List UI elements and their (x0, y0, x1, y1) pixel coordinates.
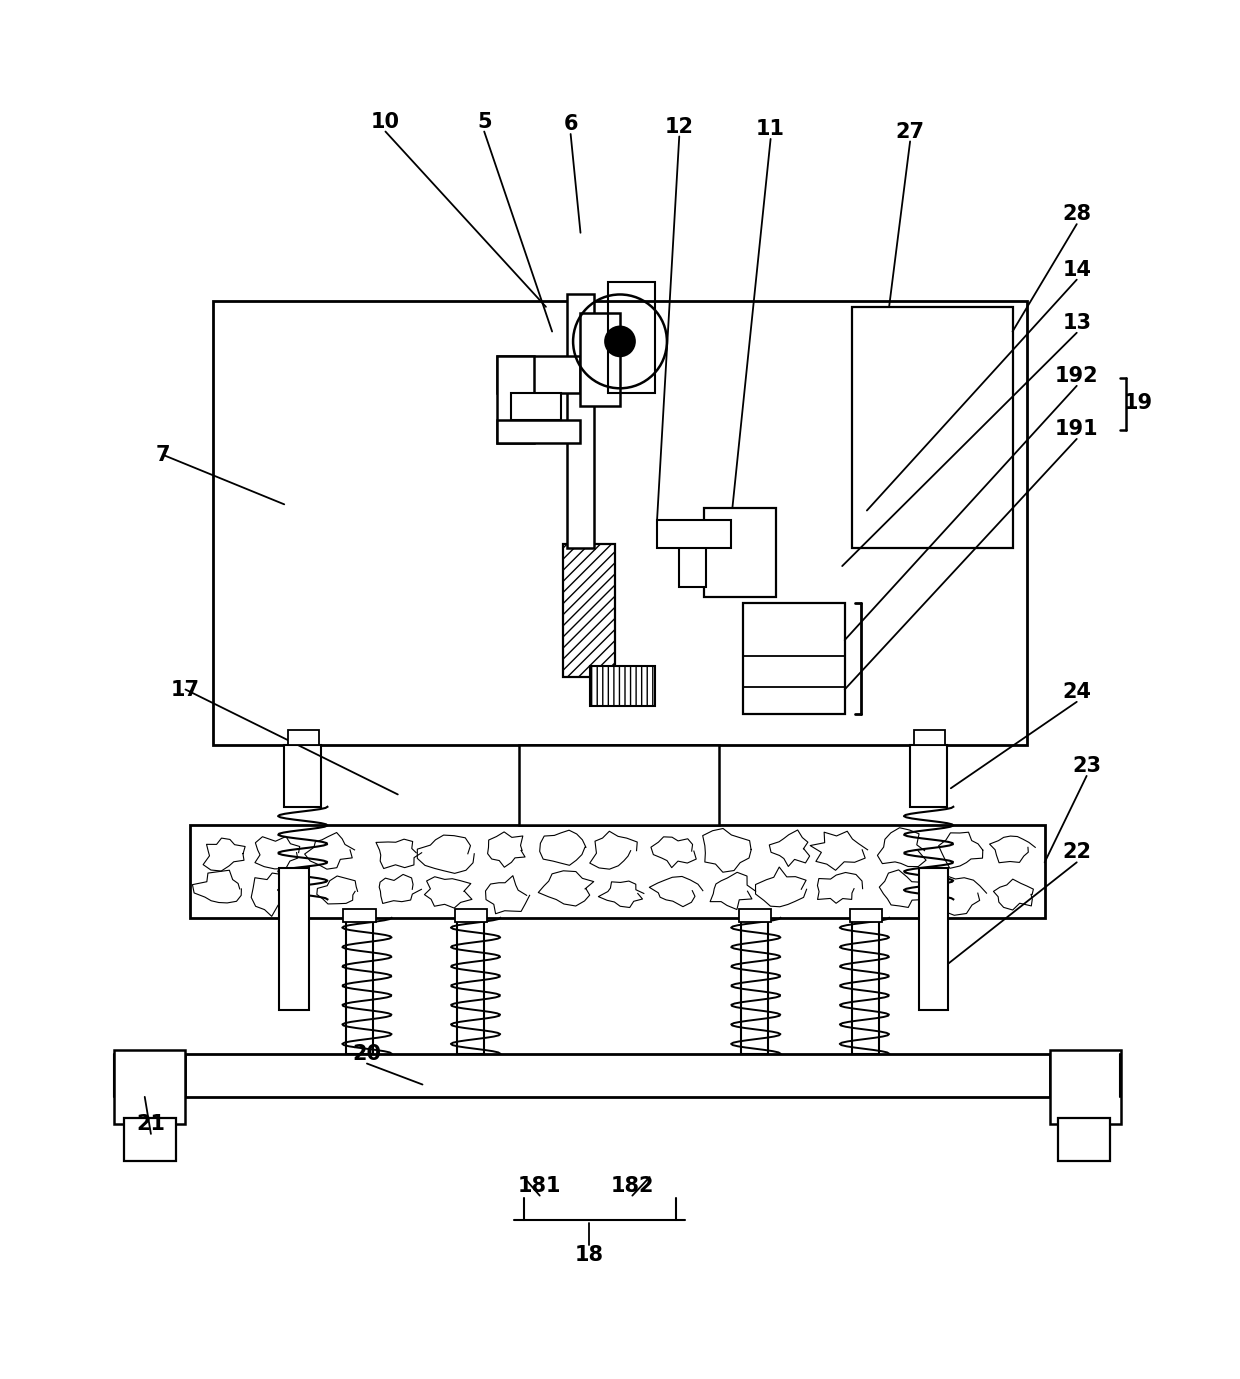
Text: 182: 182 (610, 1176, 653, 1196)
Text: 17: 17 (171, 680, 200, 699)
Bar (124, 1118, 176, 1161)
Text: 28: 28 (1063, 204, 1091, 225)
Text: 7: 7 (156, 445, 171, 465)
Bar (852, 306, 1013, 547)
Bar (849, 909, 882, 921)
Bar (1049, 1049, 1121, 1124)
Text: 22: 22 (1063, 843, 1091, 862)
Text: 6: 6 (563, 114, 578, 134)
Text: 27: 27 (895, 121, 925, 142)
Text: 5: 5 (477, 112, 491, 131)
Bar (744, 603, 844, 714)
Bar (742, 918, 768, 1054)
Bar (343, 909, 376, 921)
Bar (563, 543, 615, 677)
Text: 20: 20 (352, 1044, 382, 1063)
Bar (704, 507, 775, 597)
Bar (458, 918, 484, 1054)
Bar (279, 869, 309, 1011)
Text: 18: 18 (574, 1245, 604, 1265)
Bar (1058, 1118, 1110, 1161)
Bar (852, 918, 879, 1054)
Text: 11: 11 (756, 119, 785, 139)
Text: 21: 21 (136, 1114, 165, 1134)
Bar (910, 745, 947, 807)
Text: 23: 23 (1073, 756, 1101, 776)
Bar (739, 909, 770, 921)
Text: 19: 19 (1123, 393, 1153, 414)
Text: 24: 24 (1063, 683, 1091, 702)
Bar (191, 825, 1044, 918)
Text: 181: 181 (518, 1176, 562, 1196)
Bar (567, 295, 594, 547)
Bar (914, 731, 945, 745)
Bar (114, 1049, 186, 1124)
Text: 191: 191 (1055, 419, 1099, 439)
Bar (511, 393, 560, 421)
Text: 12: 12 (665, 117, 693, 137)
Bar (288, 731, 319, 745)
Text: 192: 192 (1055, 365, 1099, 386)
Text: 10: 10 (371, 112, 401, 131)
Bar (455, 909, 486, 921)
Bar (680, 523, 707, 587)
Circle shape (605, 327, 635, 356)
Bar (518, 745, 719, 825)
Bar (346, 918, 373, 1054)
Bar (212, 301, 1028, 745)
Bar (496, 421, 580, 443)
Bar (657, 520, 732, 547)
Bar (580, 313, 620, 405)
Text: 13: 13 (1063, 313, 1091, 332)
Bar (496, 356, 533, 443)
Bar (496, 356, 580, 393)
Bar (919, 869, 949, 1011)
Bar (284, 745, 321, 807)
Bar (590, 666, 655, 706)
Bar (608, 283, 655, 393)
Bar (186, 1054, 1049, 1096)
Text: 14: 14 (1063, 259, 1091, 280)
